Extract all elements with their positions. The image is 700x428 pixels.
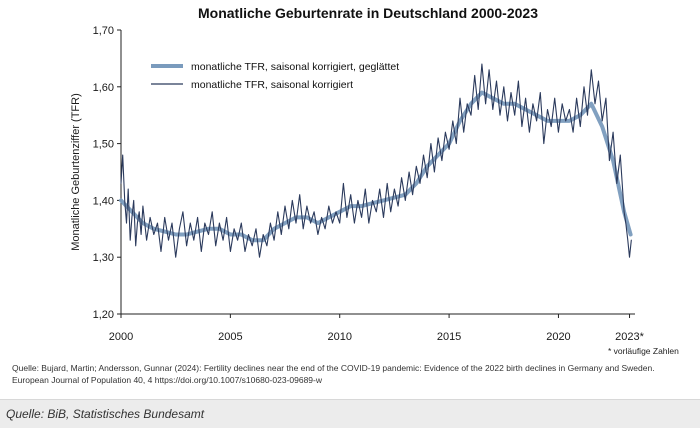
y-tick-label: 1,60 (93, 82, 114, 94)
x-tick-label: 2010 (327, 331, 351, 343)
chart-title: Monatliche Geburtenrate in Deutschland 2… (198, 5, 538, 21)
series-line-2 (120, 63, 632, 258)
y-tick-label: 1,40 (93, 195, 114, 207)
chart-svg: Monatliche Geburtenrate in Deutschland 2… (70, 5, 645, 343)
source-text: Quelle: BiB, Statistisches Bundesamt (6, 407, 205, 421)
y-tick-label: 1,70 (93, 25, 114, 37)
y-axis-title: Monatliche Geburtenziffer (TFR) (70, 93, 82, 251)
x-tick-label: 2015 (437, 331, 461, 343)
citation-text: Quelle: Bujard, Martin; Andersson, Gunna… (12, 363, 655, 385)
source-bar: Quelle: BiB, Statistisches Bundesamt (0, 399, 700, 428)
x-tick-label: 2005 (218, 331, 242, 343)
y-tick-label: 1,20 (93, 309, 114, 321)
y-tick-label: 1,30 (93, 252, 114, 264)
y-tick-label: 1,50 (93, 139, 114, 151)
footnote: * vorläufige Zahlen (608, 346, 679, 356)
x-tick-label: 2023* (615, 331, 644, 343)
chart-figure: Monatliche Geburtenrate in Deutschland 2… (12, 5, 679, 385)
legend-label-2: monatliche TFR, saisonal korrigiert (191, 79, 353, 91)
x-tick-label: 2000 (109, 331, 133, 343)
plot-area: 1,20 1,30 1,40 1,50 1,60 1,70 2000 2005 2010 2015… (93, 25, 645, 343)
x-tick-label: 2020 (546, 331, 570, 343)
legend-label-1: monatliche TFR, saisonal korrigiert, geg… (191, 61, 399, 73)
